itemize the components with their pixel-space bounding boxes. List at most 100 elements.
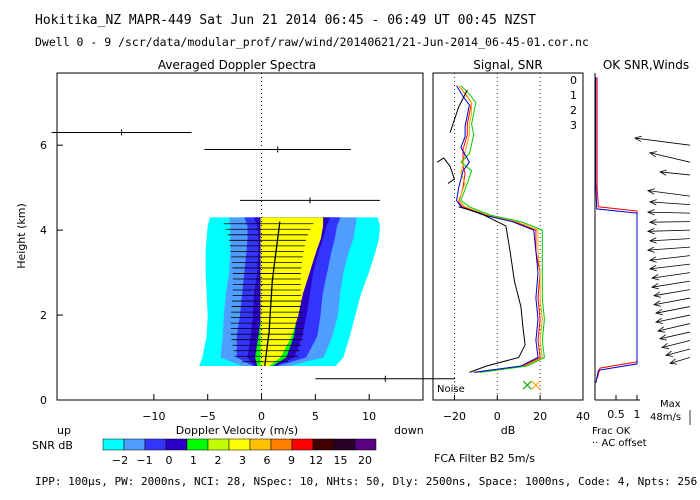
header-line2: Dwell 0 - 9 /scr/data/modular_prof/raw/w… — [35, 35, 589, 49]
spectra-ytick-label: 6 — [40, 139, 47, 152]
wind-arrow-head — [633, 135, 642, 142]
wind-arrow — [649, 152, 691, 163]
wind-arrow-head — [654, 317, 663, 324]
snr-xtick-label: 20 — [533, 410, 547, 423]
spectra-ylabel: Height (km) — [15, 203, 28, 269]
snr-series-3 — [456, 85, 539, 373]
wind-arrow-head — [650, 274, 659, 281]
wind-arrow-head — [656, 326, 665, 333]
winds-legend-2: 2 — [570, 104, 577, 117]
colorbar-label: 0 — [166, 454, 173, 467]
colorbar-swatch — [333, 438, 356, 451]
colorbar-swatch — [165, 438, 188, 451]
winds-panel: 0 1 2 3 0.5 1 — [570, 74, 691, 425]
winds-xtick-label: 0.5 — [607, 408, 625, 421]
colorbar-label: 9 — [288, 454, 295, 467]
fca-label: FCA Filter B2 5m/s — [434, 452, 535, 465]
wind-arrow-head — [658, 334, 667, 341]
snr-series-noise3 — [458, 206, 526, 373]
wind-arrow — [665, 348, 691, 356]
wind-arrow-head — [661, 342, 669, 349]
header-line1: Hokitika_NZ MAPR-449 Sat Jun 21 2014 06:… — [35, 13, 536, 28]
wind-arrow-head — [652, 291, 661, 298]
wind-arrow — [669, 357, 691, 364]
colorbar-swatch — [228, 438, 251, 451]
wind-arrow — [649, 255, 691, 261]
winds-legend-1: 1 — [570, 89, 577, 102]
spectra-ytick-label: 2 — [40, 309, 47, 322]
wind-arrow — [661, 340, 691, 348]
wind-arrow — [647, 246, 691, 251]
wind-arrow-head — [646, 228, 655, 235]
snr-xlabel: dB — [501, 424, 516, 437]
wind-arrow — [659, 331, 691, 340]
snr-series-1 — [458, 85, 543, 373]
snr-title: Signal, SNR — [473, 58, 542, 72]
colorbar-swatch — [270, 438, 293, 451]
wind-arrow-head — [652, 300, 661, 307]
up-label: up — [57, 424, 71, 437]
colorbar-label: −2 — [112, 454, 128, 467]
snr-series-0 — [458, 85, 541, 373]
snr-series-noise — [449, 89, 468, 133]
winds-title: OK SNR,Winds — [603, 58, 689, 72]
frac-ok-curve — [595, 77, 638, 384]
snr-marker — [531, 380, 541, 390]
spectra-ytick-label: 0 — [40, 394, 47, 407]
colorbar-swatch — [291, 438, 314, 451]
wind-arrow — [647, 190, 691, 197]
snr-db-label: SNR dB — [32, 439, 73, 452]
colorbar-swatch — [312, 438, 335, 451]
wind-arrow — [657, 323, 691, 332]
colorbar-label: 12 — [309, 454, 323, 467]
wind-arrow-head — [654, 308, 663, 316]
colorbar-label: −1 — [136, 454, 152, 467]
frac-ok-curve — [596, 77, 638, 379]
wind-arrow — [647, 229, 691, 232]
wind-arrow-head — [648, 256, 657, 263]
spectra-xtick-label: −10 — [142, 410, 165, 423]
ac-offset-label: ·· AC offset — [592, 438, 647, 449]
colorbar-label: 3 — [239, 454, 246, 467]
winds-xtick-label: 1 — [634, 408, 641, 421]
spectra-title: Averaged Doppler Spectra — [158, 58, 316, 72]
colorbar-label: 15 — [334, 454, 348, 467]
footer-params: IPP: 100μs, PW: 2000ns, NCI: 28, NSpec: … — [35, 475, 697, 488]
snr-panel: −20 0 20 40 — [437, 73, 590, 423]
wind-arrow-head — [648, 219, 657, 226]
wind-arrow-head — [646, 209, 655, 216]
wind-arrow-head — [648, 237, 657, 244]
colorbar-swatch — [354, 438, 377, 451]
wind-arrow — [655, 306, 691, 314]
colorbar-swatch — [144, 438, 167, 451]
spectra-xtick-label: 0 — [258, 410, 265, 423]
colorbar-swatch — [249, 438, 272, 451]
colorbar-label: 6 — [264, 454, 271, 467]
wind-arrow-head — [669, 358, 677, 365]
colorbar-label: 2 — [215, 454, 222, 467]
spectra-xtick-label: 10 — [362, 410, 376, 423]
colorbar-label: 20 — [358, 454, 372, 467]
snr-series-noise2 — [437, 157, 455, 184]
spectra-panel: −10 −5 0 5 10 0 2 4 6 — [40, 73, 456, 423]
spectra-frame — [56, 72, 424, 401]
snr-marker — [522, 380, 532, 390]
winds-legend-3: 3 — [570, 119, 577, 132]
snr-xtick-label: −20 — [443, 410, 466, 423]
wind-arrow — [647, 211, 691, 214]
frac-ok-label: Frac OK — [592, 426, 631, 437]
wind-arrow-head — [649, 151, 657, 158]
wind-arrow — [653, 297, 691, 306]
spectra-xtick-label: 5 — [312, 410, 319, 423]
wind-arrow — [653, 289, 691, 297]
winds-legend-0: 0 — [570, 74, 577, 87]
colorbar: −2 −1 0 1 2 3 6 9 12 15 20 — [102, 438, 377, 467]
down-label: down — [394, 424, 424, 437]
colorbar-swatch — [102, 438, 125, 451]
wind-arrow-head — [646, 188, 655, 195]
wind-arrow — [649, 221, 691, 223]
wind-arrow — [655, 314, 691, 323]
wind-arrow — [649, 201, 691, 206]
wind-arrow — [651, 280, 691, 288]
